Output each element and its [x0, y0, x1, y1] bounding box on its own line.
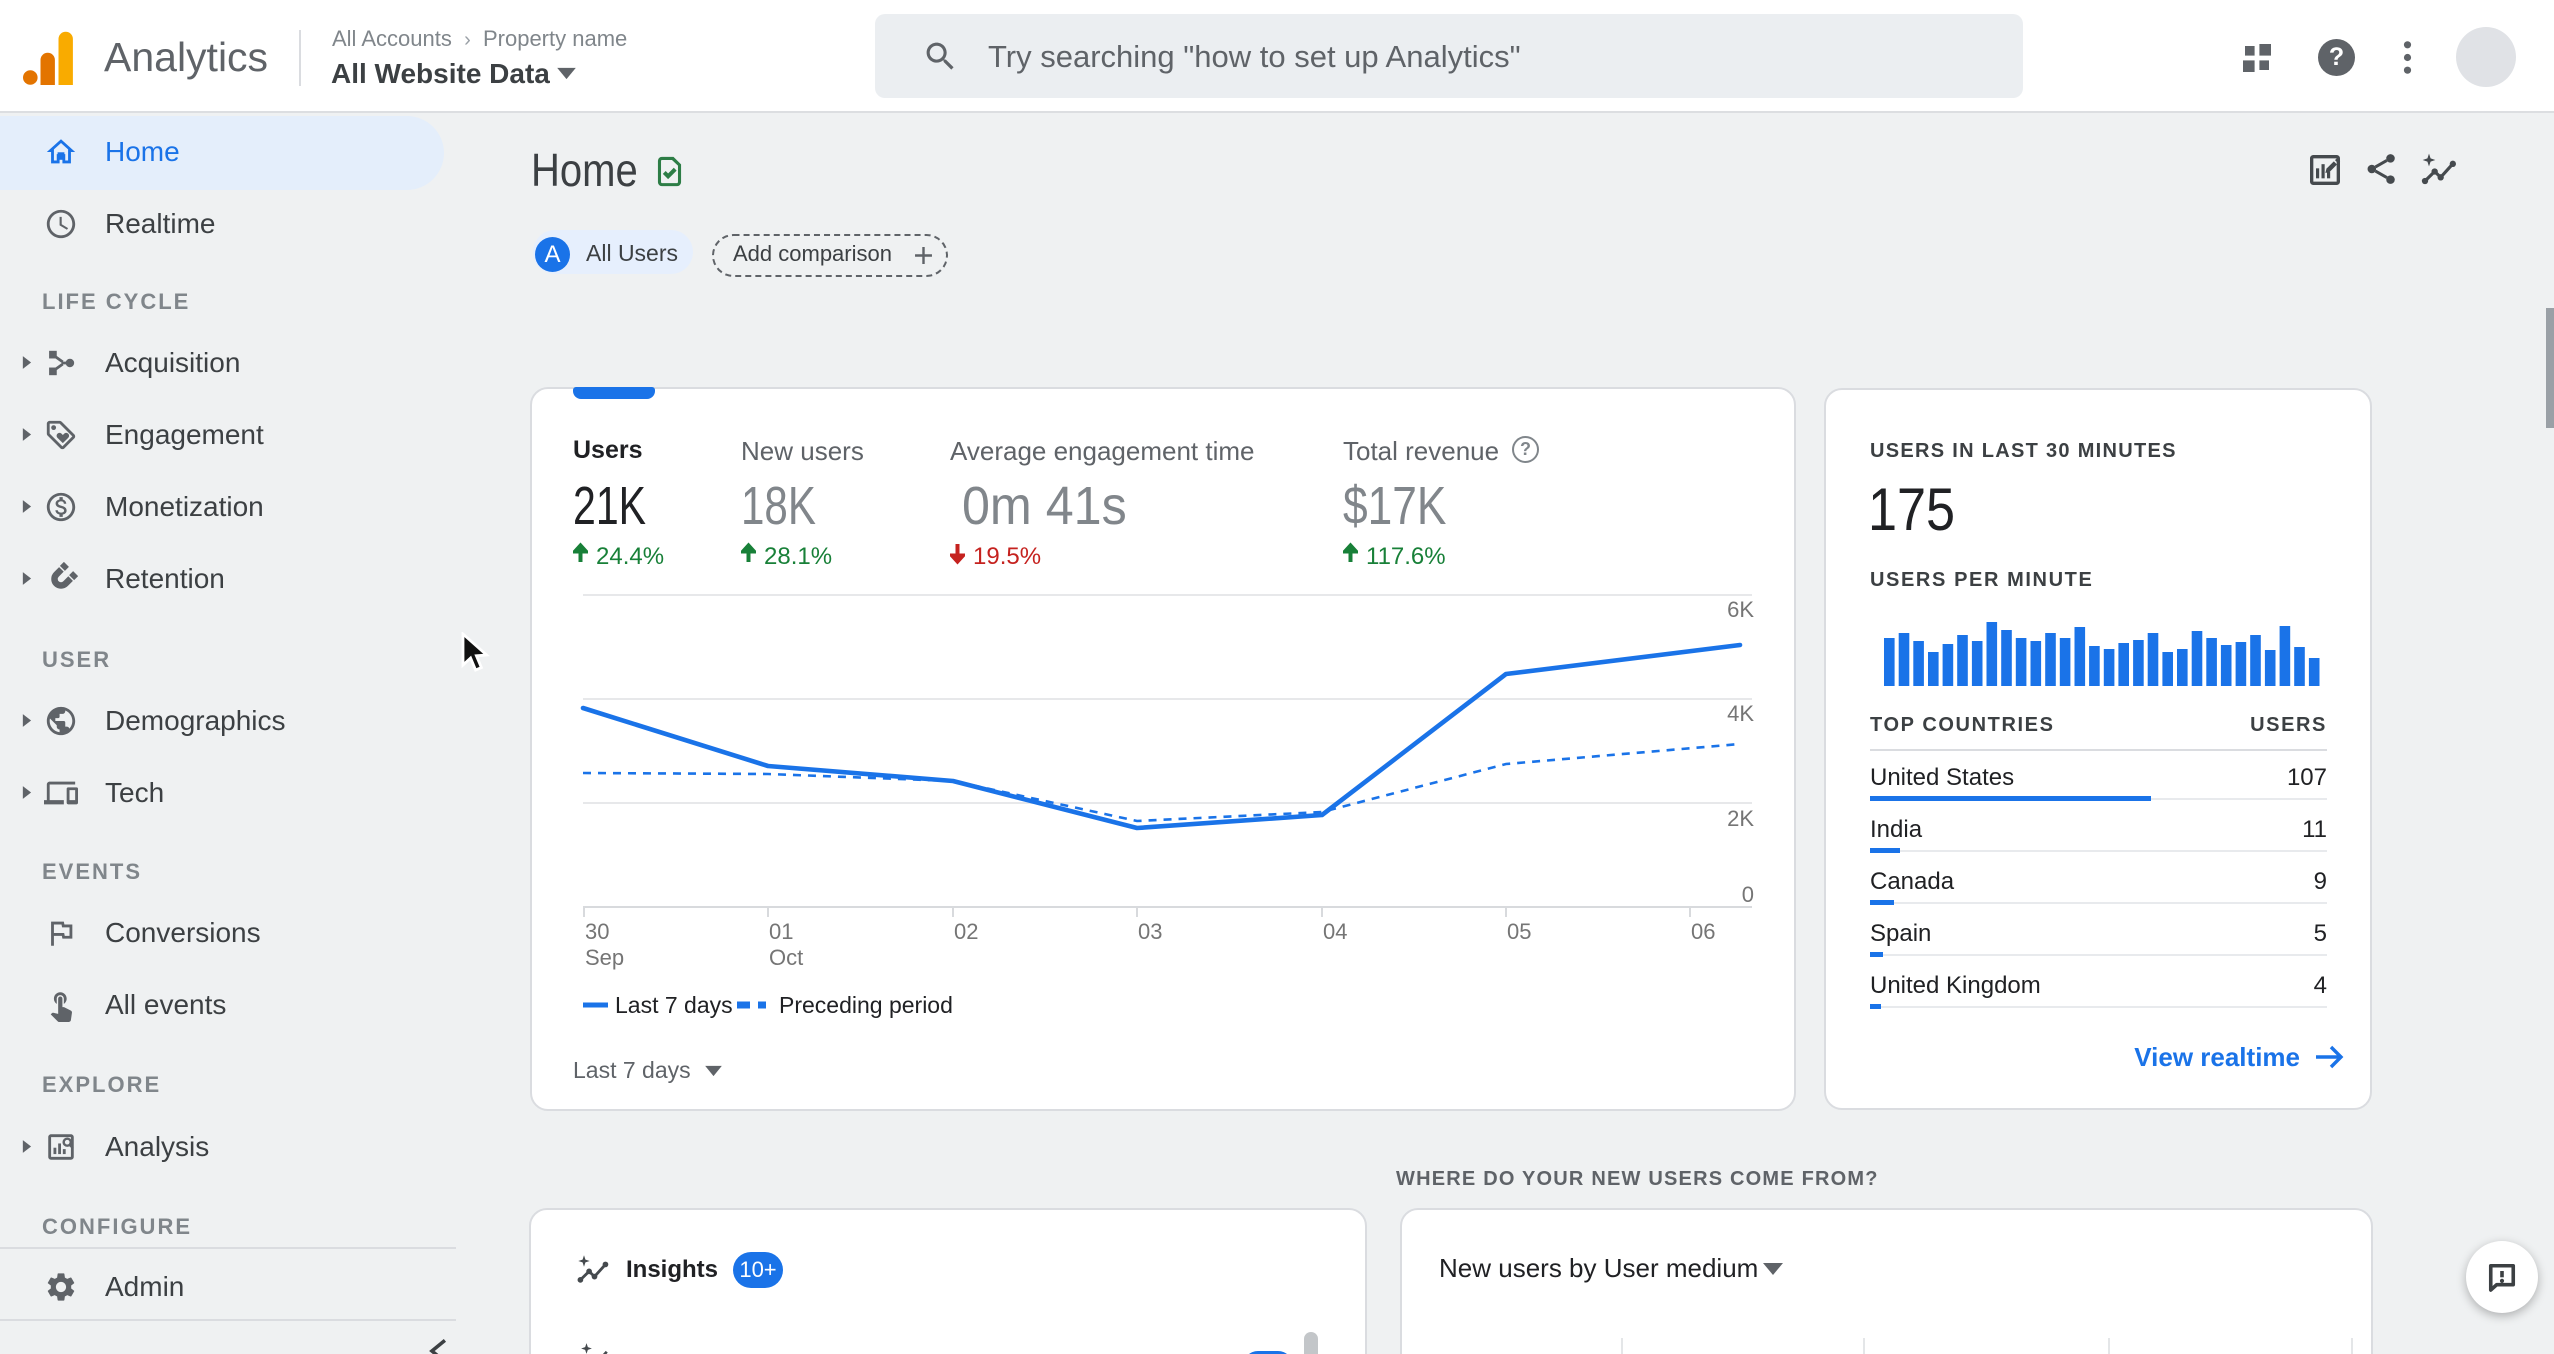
- svg-text:03: 03: [1138, 919, 1162, 944]
- svg-text:Preceding period: Preceding period: [779, 992, 953, 1018]
- svg-text:02: 02: [954, 919, 978, 944]
- svg-text:6K: 6K: [1727, 597, 1754, 622]
- svg-text:04: 04: [1323, 919, 1347, 944]
- svg-text:05: 05: [1507, 919, 1531, 944]
- svg-text:2K: 2K: [1727, 806, 1754, 831]
- svg-text:Oct: Oct: [769, 945, 803, 970]
- svg-text:0: 0: [1742, 882, 1754, 907]
- svg-text:06: 06: [1691, 919, 1715, 944]
- svg-text:Last 7 days: Last 7 days: [615, 992, 733, 1018]
- svg-text:4K: 4K: [1727, 701, 1754, 726]
- svg-text:Sep: Sep: [585, 945, 624, 970]
- svg-text:01: 01: [769, 919, 793, 944]
- svg-text:30: 30: [585, 919, 609, 944]
